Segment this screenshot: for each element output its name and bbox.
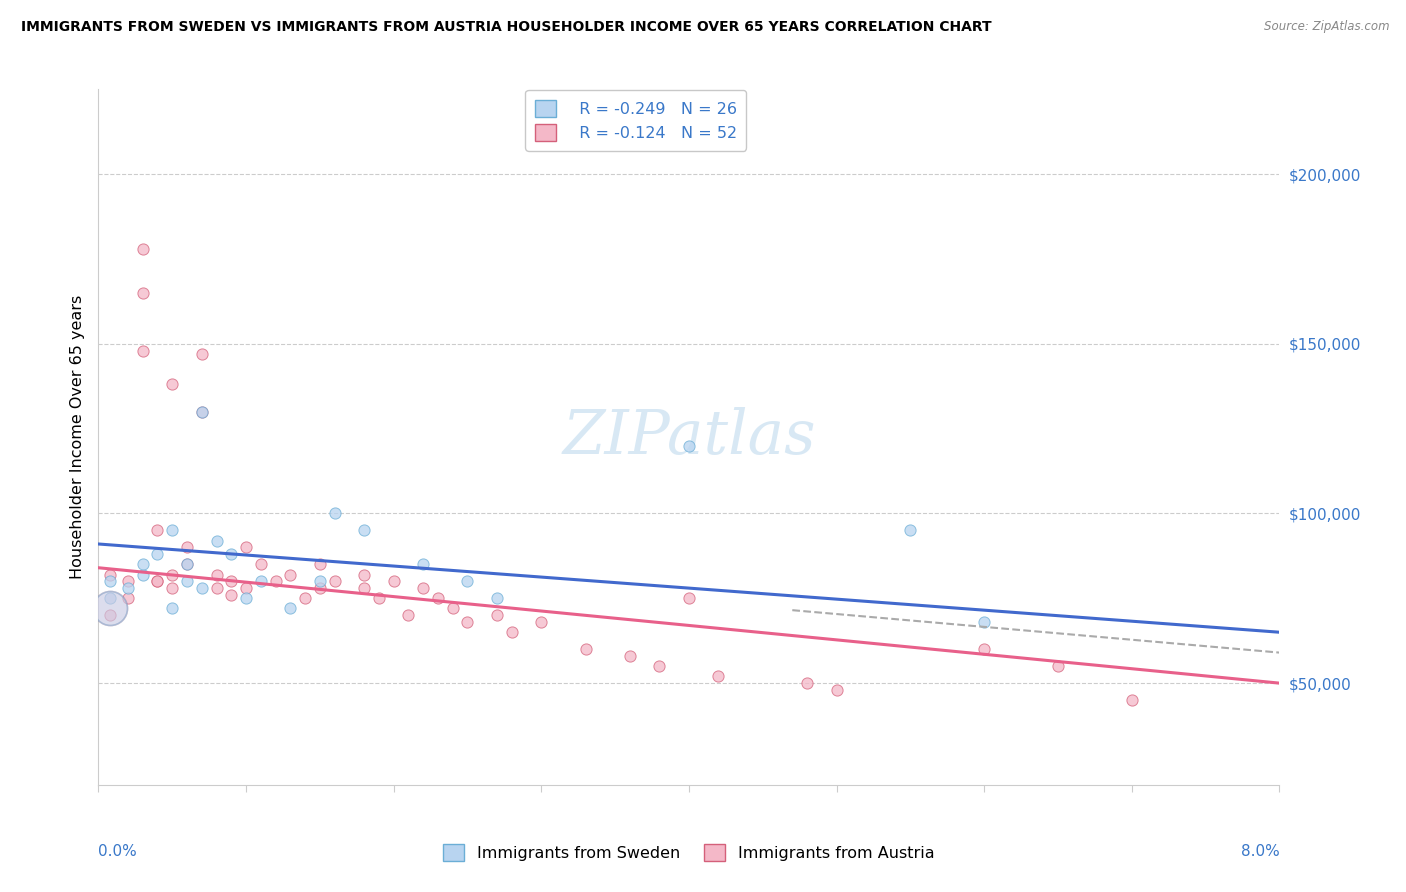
- Point: [221, 574, 243, 589]
- Point: [530, 615, 553, 629]
- Point: [323, 507, 346, 521]
- Point: [146, 547, 169, 561]
- Point: [382, 574, 405, 589]
- Point: [146, 524, 169, 538]
- Point: [575, 642, 598, 657]
- Point: [132, 343, 155, 358]
- Point: [353, 581, 375, 595]
- Point: [98, 601, 121, 615]
- Point: [98, 567, 121, 582]
- Point: [294, 591, 316, 606]
- Point: [280, 601, 302, 615]
- Point: [486, 591, 509, 606]
- Point: [146, 574, 169, 589]
- Point: [98, 608, 121, 623]
- Point: [176, 558, 198, 572]
- Point: [368, 591, 391, 606]
- Point: [619, 648, 641, 663]
- Point: [146, 574, 169, 589]
- Point: [162, 567, 183, 582]
- Point: [398, 608, 420, 623]
- Point: [457, 615, 479, 629]
- Point: [205, 567, 228, 582]
- Point: [117, 591, 139, 606]
- Point: [678, 591, 700, 606]
- Point: [309, 574, 332, 589]
- Text: 0.0%: 0.0%: [98, 844, 138, 859]
- Point: [973, 615, 995, 629]
- Point: [1121, 693, 1143, 707]
- Point: [309, 558, 332, 572]
- Point: [250, 574, 273, 589]
- Point: [235, 541, 257, 555]
- Point: [648, 659, 671, 673]
- Point: [191, 404, 214, 418]
- Point: [486, 608, 509, 623]
- Point: [353, 524, 375, 538]
- Point: [176, 574, 198, 589]
- Point: [162, 601, 183, 615]
- Point: [98, 591, 121, 606]
- Text: IMMIGRANTS FROM SWEDEN VS IMMIGRANTS FROM AUSTRIA HOUSEHOLDER INCOME OVER 65 YEA: IMMIGRANTS FROM SWEDEN VS IMMIGRANTS FRO…: [21, 20, 991, 34]
- Text: ZIPatlas: ZIPatlas: [562, 407, 815, 467]
- Point: [323, 574, 346, 589]
- Point: [235, 591, 257, 606]
- Point: [900, 524, 922, 538]
- Point: [280, 567, 302, 582]
- Text: 8.0%: 8.0%: [1240, 844, 1279, 859]
- Point: [796, 676, 818, 690]
- Point: [191, 581, 214, 595]
- Point: [441, 601, 464, 615]
- Point: [191, 347, 214, 361]
- Point: [132, 242, 155, 256]
- Point: [98, 574, 121, 589]
- Point: [264, 574, 287, 589]
- Point: [309, 581, 332, 595]
- Point: [205, 533, 228, 548]
- Point: [205, 581, 228, 595]
- Y-axis label: Householder Income Over 65 years: Householder Income Over 65 years: [69, 295, 84, 579]
- Point: [250, 558, 273, 572]
- Point: [678, 439, 700, 453]
- Point: [162, 581, 183, 595]
- Legend: Immigrants from Sweden, Immigrants from Austria: Immigrants from Sweden, Immigrants from …: [437, 838, 941, 867]
- Point: [235, 581, 257, 595]
- Point: [1046, 659, 1070, 673]
- Point: [457, 574, 479, 589]
- Text: Source: ZipAtlas.com: Source: ZipAtlas.com: [1264, 20, 1389, 33]
- Point: [825, 682, 848, 697]
- Point: [221, 588, 243, 602]
- Point: [412, 558, 434, 572]
- Point: [427, 591, 450, 606]
- Point: [176, 558, 198, 572]
- Point: [707, 669, 730, 683]
- Point: [353, 567, 375, 582]
- Point: [221, 547, 243, 561]
- Point: [132, 567, 155, 582]
- Point: [162, 524, 183, 538]
- Point: [132, 285, 155, 300]
- Point: [176, 541, 198, 555]
- Point: [412, 581, 434, 595]
- Point: [162, 377, 183, 392]
- Point: [973, 642, 995, 657]
- Point: [132, 558, 155, 572]
- Point: [117, 581, 139, 595]
- Point: [191, 404, 214, 418]
- Point: [117, 574, 139, 589]
- Point: [501, 625, 523, 640]
- Point: [98, 601, 121, 615]
